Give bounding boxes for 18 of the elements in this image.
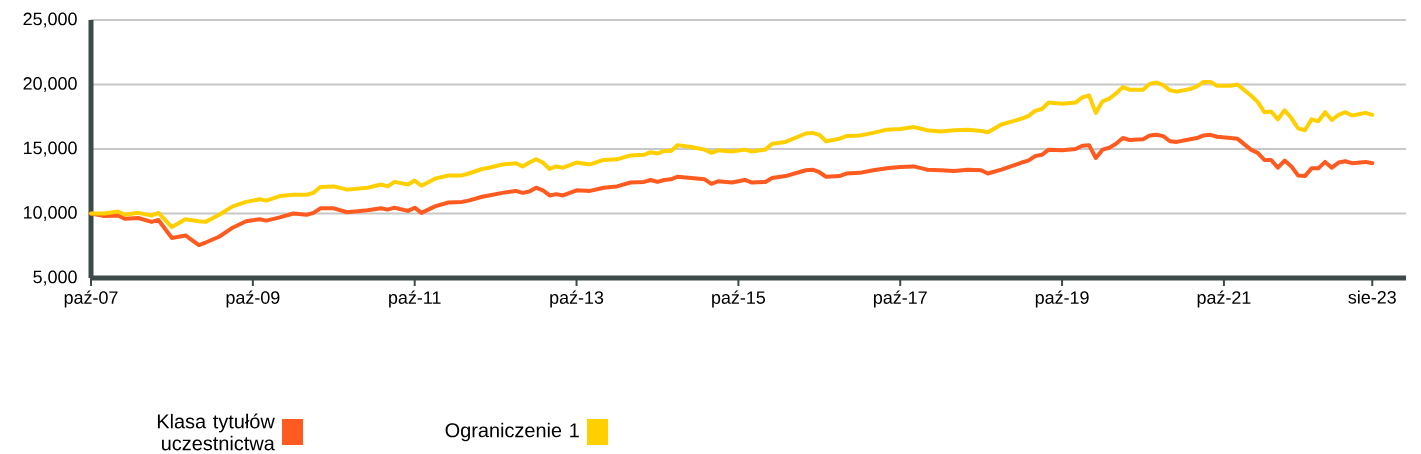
legend-label: Ograniczenie 1	[445, 422, 579, 442]
y-tick-label: 15,000	[23, 141, 77, 157]
x-tick-label: sie-23	[1348, 290, 1396, 304]
line-series	[89, 79, 1375, 230]
x-tick-label: paź-11	[389, 290, 441, 308]
line-series	[89, 132, 1375, 248]
y-tick-label: 5,000	[33, 270, 77, 286]
x-tick-label: paź-07	[64, 290, 118, 308]
y-tick-label: 20,000	[23, 77, 77, 92]
x-tick-label: paź-09	[226, 290, 280, 308]
x-tick-label: paź-21	[1197, 290, 1251, 308]
x-tick-label: paź-15	[712, 290, 766, 308]
y-tick-label: 25,000	[23, 12, 77, 28]
y-tick-label: 10,000	[23, 206, 77, 221]
legend-label: Klasa tytułów uczestnictwa	[157, 413, 275, 451]
x-tick-label: paź-19	[1035, 290, 1089, 308]
x-tick-label: paź-13	[550, 290, 604, 308]
x-tick-label: paź-17	[873, 290, 927, 308]
